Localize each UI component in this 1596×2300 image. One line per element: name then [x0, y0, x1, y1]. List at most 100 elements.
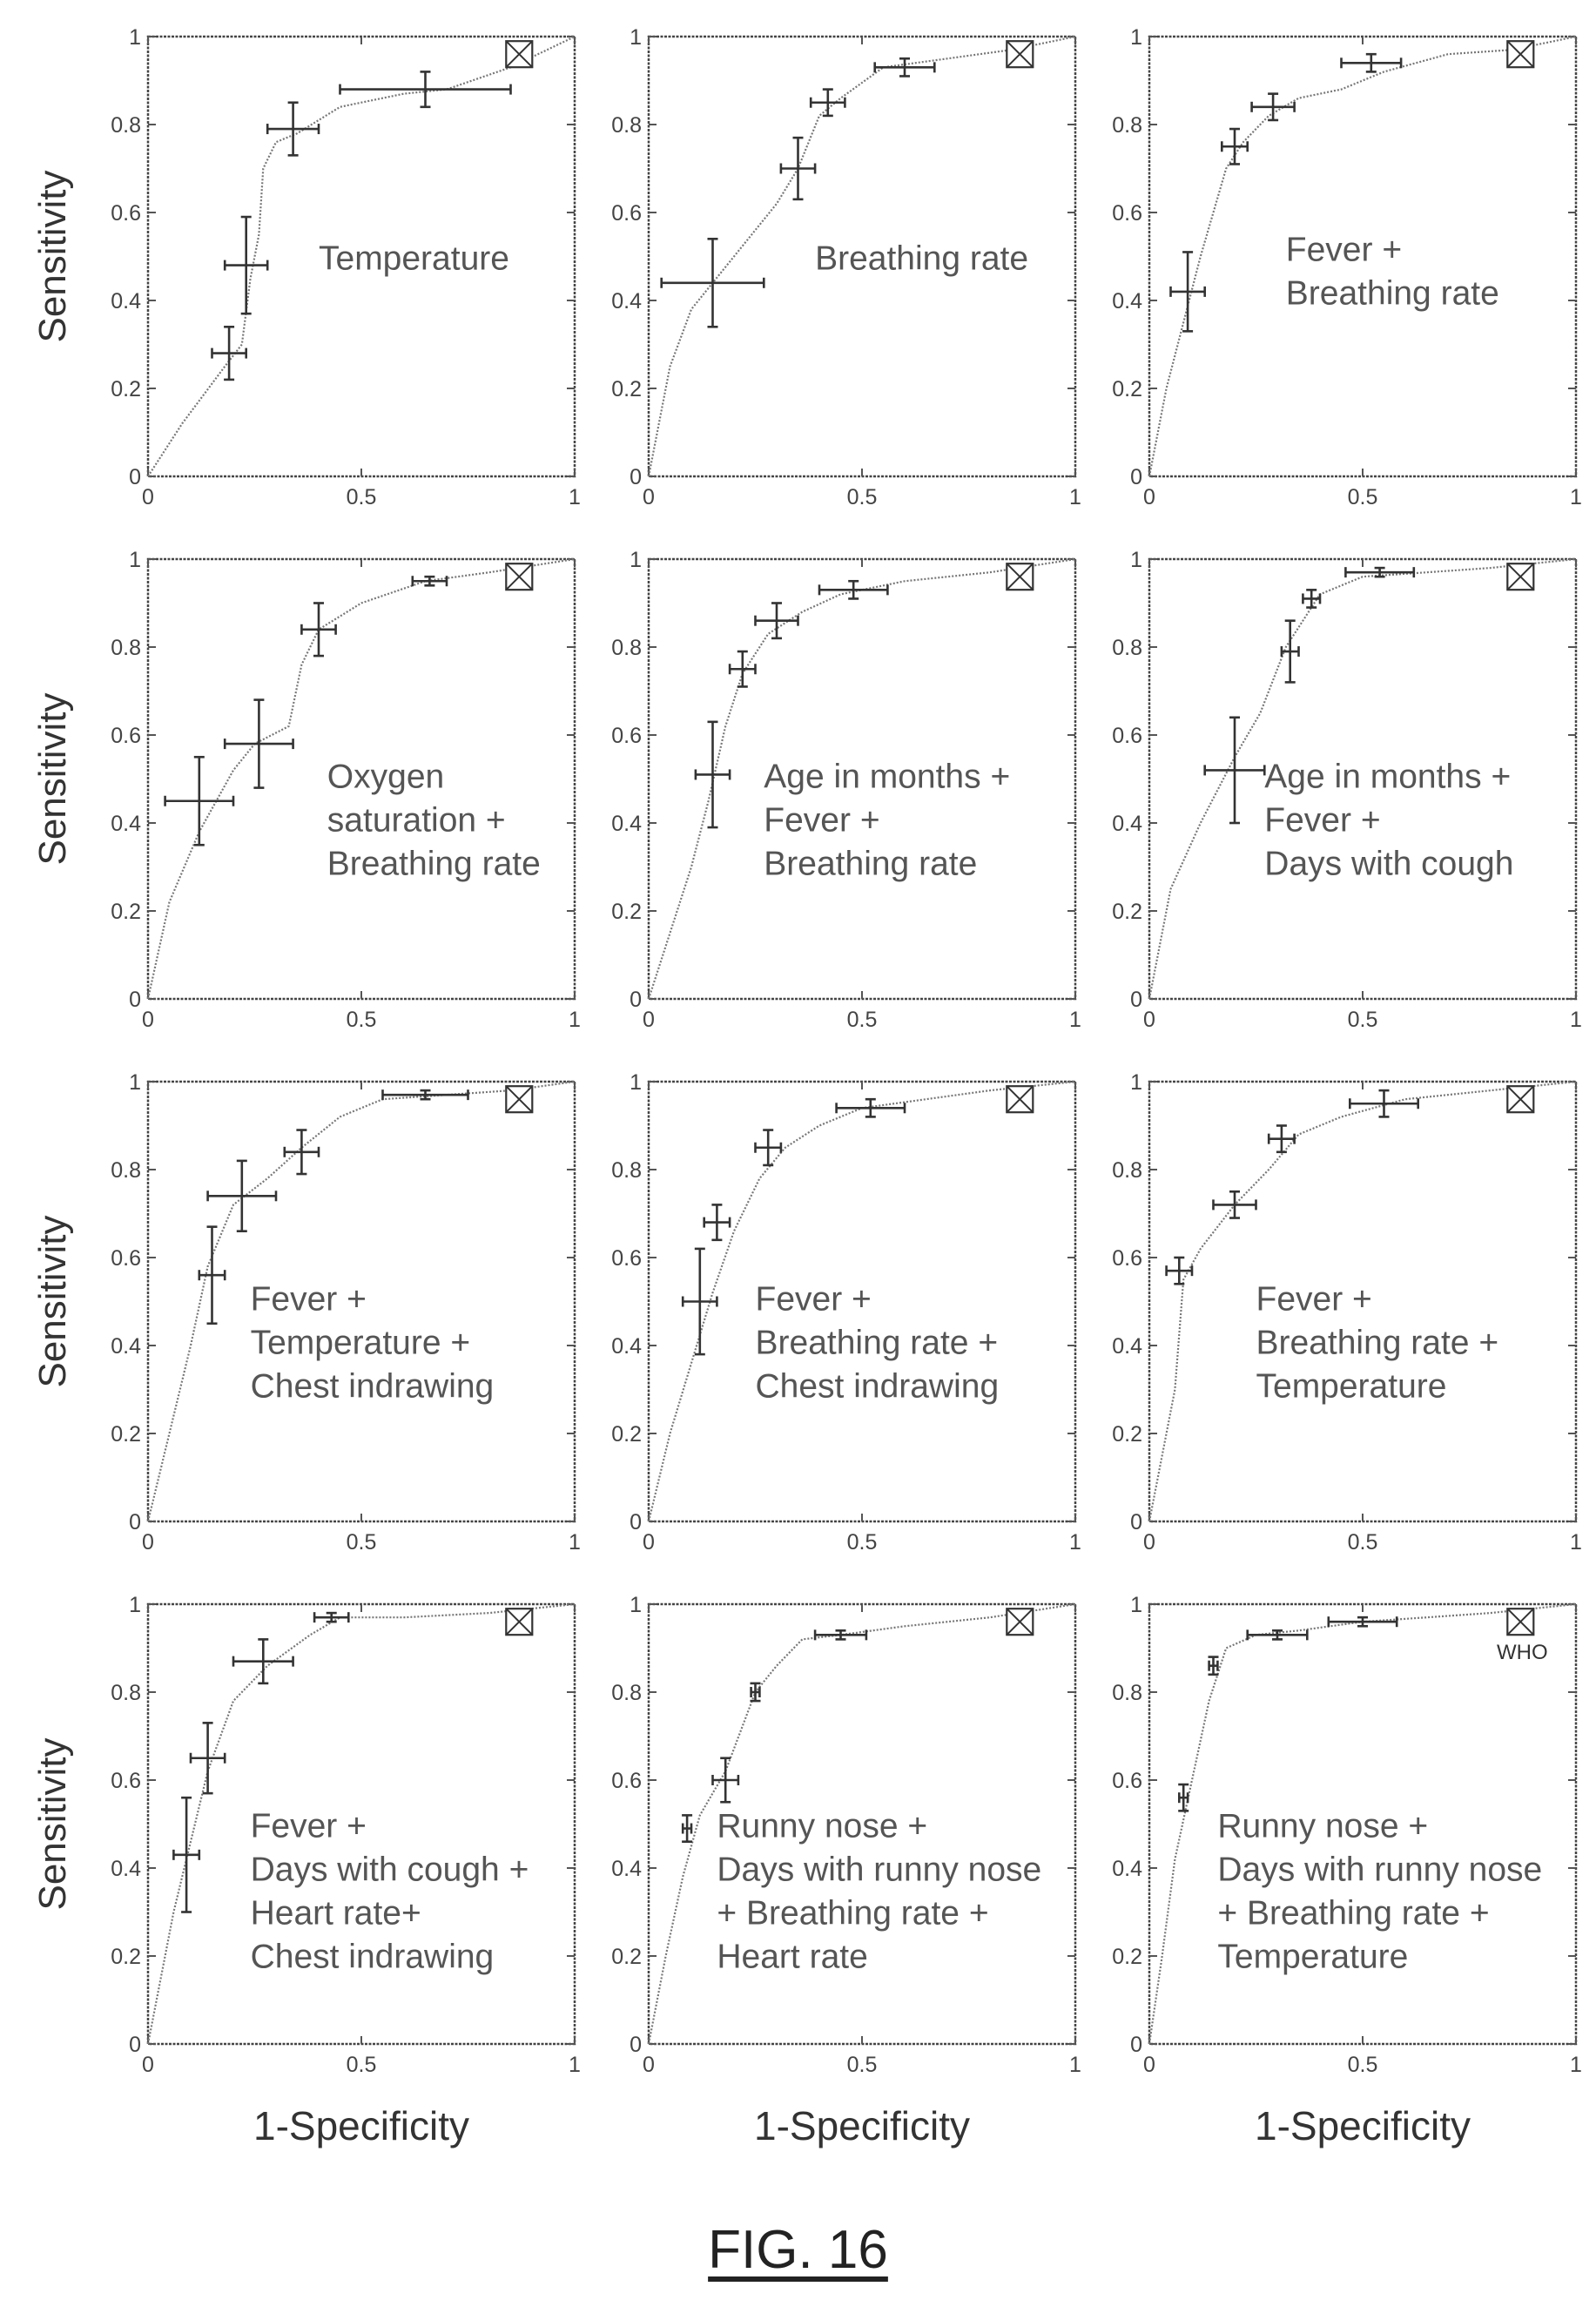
roc-curve: [146, 1602, 576, 2045]
roc-curve: [146, 1080, 576, 1522]
y-tick-label: 0: [1130, 2033, 1142, 2057]
plot-frame: [647, 35, 1077, 478]
panel-annotation: Days with runny nose: [717, 1851, 1041, 1889]
who-cross: [505, 1608, 534, 1636]
x-tick-label: 0.5: [847, 2053, 878, 2077]
plot-frame: [1148, 557, 1578, 1001]
error-bar-point: [381, 1089, 469, 1101]
panel-annotation: Breathing rate: [764, 846, 977, 883]
x-tick-label: 1: [1570, 2053, 1582, 2077]
error-bar-point: [728, 650, 757, 688]
y-tick-label: 0.8: [1112, 636, 1142, 660]
y-tick-label: 0.6: [611, 1246, 642, 1271]
panel-annotation: Heart rate+: [251, 1895, 421, 1932]
who-marker: [1006, 1085, 1034, 1114]
y-tick-label: 0.2: [611, 377, 642, 401]
plot-frame: [647, 1080, 1077, 1523]
roc-curve: [647, 557, 1076, 1000]
x-tick-label: 0.5: [347, 1530, 377, 1555]
x-tick-label: 0.5: [1348, 485, 1378, 509]
error-bar-point: [835, 1097, 906, 1118]
error-bar-point: [1169, 251, 1206, 333]
x-tick-label: 1: [569, 1008, 581, 1032]
y-tick-label: 0.8: [1112, 113, 1142, 138]
y-tick-label: 1: [1130, 1593, 1142, 1617]
who-marker: [1506, 1085, 1535, 1114]
y-tick-label: 1: [630, 25, 642, 50]
error-bar-point: [681, 1247, 718, 1356]
y-tick-label: 0.8: [111, 1158, 141, 1183]
error-bar-point: [266, 101, 320, 157]
y-tick-label: 1: [630, 1070, 642, 1095]
y-tick-label: 1: [1130, 25, 1142, 50]
y-tick-label: 1: [129, 548, 141, 572]
panel-annotation: Temperature +: [251, 1325, 471, 1362]
panel-annotation: saturation +: [327, 802, 506, 840]
x-axis-label: 1-Specificity: [253, 2103, 469, 2148]
y-tick-label: 0: [630, 2033, 642, 2057]
y-tick-label: 1: [1130, 548, 1142, 572]
error-bar-point: [754, 602, 799, 640]
y-axis-label: Sensitivity: [31, 1737, 74, 1910]
panel-annotation: Temperature: [319, 240, 509, 278]
x-axis-label: 1-Specificity: [754, 2103, 970, 2148]
panel-annotation: Chest indrawing: [251, 1939, 495, 1976]
error-bar-point: [779, 136, 817, 201]
y-tick-label: 0.6: [1112, 724, 1142, 748]
plot-frame: [1148, 35, 1578, 478]
x-tick-label: 1: [569, 1530, 581, 1555]
who-cross: [505, 563, 534, 590]
who-marker: [505, 563, 534, 591]
error-bar-point: [1203, 716, 1266, 825]
error-bar-point: [1165, 1256, 1194, 1285]
plot-frame: [1148, 1602, 1578, 2046]
panel-annotation: Temperature: [1256, 1368, 1447, 1406]
x-tick-label: 0: [142, 1008, 154, 1032]
panel-annotation: Fever +: [1256, 1281, 1372, 1319]
error-bar-point: [1212, 1190, 1257, 1219]
y-tick-label: 0.8: [111, 113, 141, 138]
error-bar-point: [1280, 619, 1300, 684]
roc-panel-11: 0 0.2 0.4 0.6 0.8 1 0 0.5 1 Runny nose + Days with…: [611, 1593, 1081, 2148]
who-cross: [1506, 1608, 1535, 1636]
who-marker: [1006, 563, 1034, 591]
error-bar-point: [1340, 52, 1403, 73]
error-bar-point: [1327, 1615, 1398, 1628]
x-tick-label: 1: [1069, 1008, 1081, 1032]
error-bar-point: [1178, 1783, 1189, 1812]
roc-curve: [647, 1602, 1076, 2045]
who-cross: [1506, 1085, 1535, 1113]
y-tick-label: 0.4: [111, 1334, 141, 1359]
y-tick-label: 0.4: [111, 1857, 141, 1881]
plot-frame: [1148, 1080, 1578, 1523]
y-tick-label: 1: [129, 1593, 141, 1617]
panel-annotation: Runny nose +: [1217, 1808, 1428, 1845]
who-cross: [1006, 40, 1034, 68]
panel-annotation: Breathing rate: [1286, 275, 1499, 313]
who-cross: [1006, 1085, 1034, 1113]
panel-annotation: Oxygen: [327, 759, 444, 796]
y-tick-label: 0.4: [1112, 1334, 1142, 1359]
y-tick-label: 0.2: [111, 1422, 141, 1447]
x-tick-label: 1: [1570, 485, 1582, 509]
x-tick-label: 0.5: [847, 485, 878, 509]
x-tick-label: 0.5: [847, 1008, 878, 1032]
who-marker: [505, 1608, 534, 1636]
y-tick-label: 0.4: [611, 1857, 642, 1881]
y-tick-label: 0.6: [111, 1246, 141, 1271]
y-tick-label: 0.6: [611, 1769, 642, 1793]
panel-annotation: Breathing rate +: [756, 1325, 999, 1362]
error-bar-point: [211, 325, 248, 381]
who-cross: [505, 40, 534, 68]
who-marker: [1506, 563, 1535, 591]
y-axis-label: Sensitivity: [31, 170, 74, 342]
error-bar-point: [223, 215, 269, 315]
x-tick-label: 0: [1143, 485, 1155, 509]
plot-frame: [146, 1080, 576, 1523]
panel-annotation: Fever +: [251, 1281, 367, 1319]
y-axis-label: Sensitivity: [31, 1215, 74, 1387]
y-tick-label: 0.4: [1112, 812, 1142, 836]
y-tick-label: 0: [1130, 465, 1142, 489]
y-tick-label: 0.8: [1112, 1158, 1142, 1183]
who-marker: [1506, 40, 1535, 69]
